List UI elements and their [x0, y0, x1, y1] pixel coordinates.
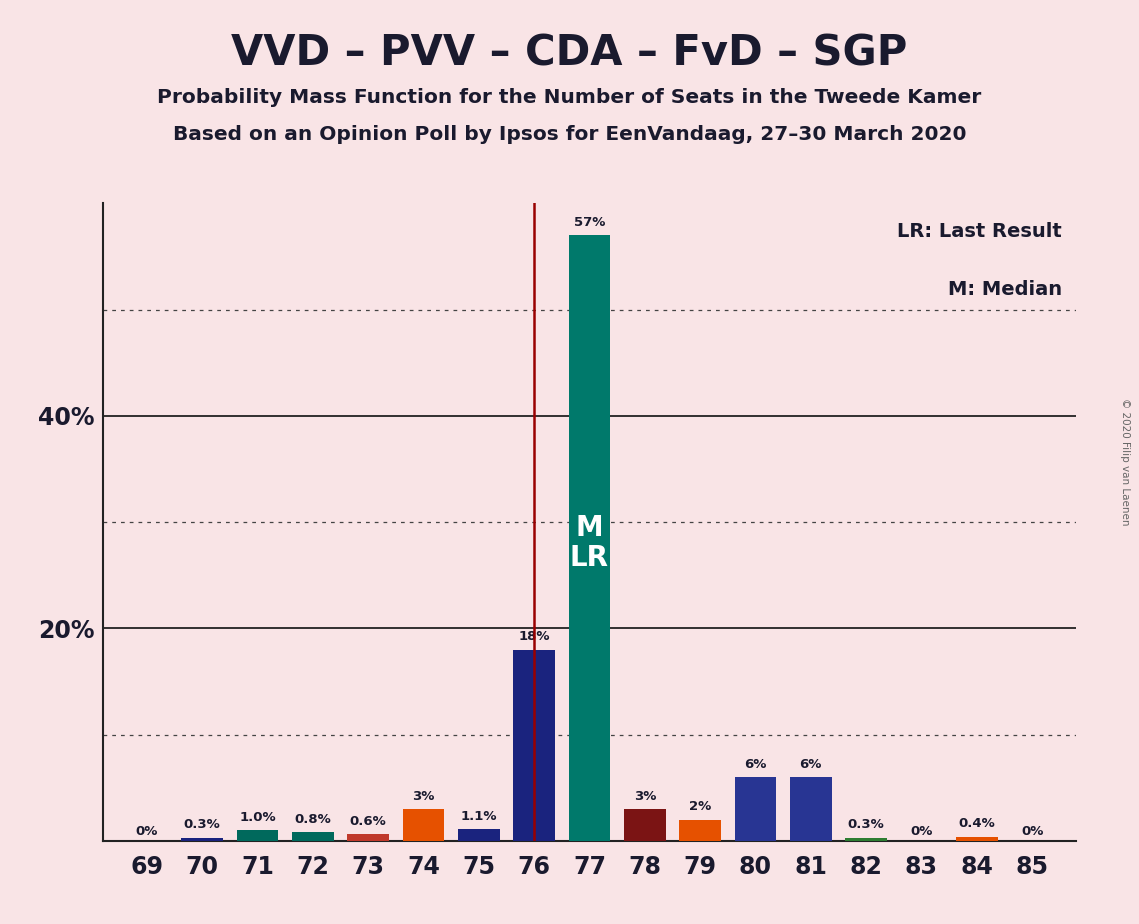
- Bar: [237, 830, 278, 841]
- Bar: [845, 838, 887, 841]
- Bar: [624, 809, 665, 841]
- Text: 18%: 18%: [518, 630, 550, 643]
- Bar: [735, 777, 776, 841]
- Bar: [568, 236, 611, 841]
- Bar: [458, 829, 500, 841]
- Text: LR: Last Result: LR: Last Result: [898, 223, 1062, 241]
- Bar: [347, 834, 388, 841]
- Text: 6%: 6%: [744, 758, 767, 771]
- Text: 0.4%: 0.4%: [958, 817, 995, 830]
- Bar: [790, 777, 831, 841]
- Text: 0.3%: 0.3%: [183, 819, 221, 832]
- Text: 1.0%: 1.0%: [239, 811, 276, 824]
- Text: M: Median: M: Median: [948, 280, 1062, 298]
- Bar: [514, 650, 555, 841]
- Text: 1.1%: 1.1%: [460, 809, 497, 822]
- Text: Based on an Opinion Poll by Ipsos for EenVandaag, 27–30 March 2020: Based on an Opinion Poll by Ipsos for Ee…: [173, 125, 966, 144]
- Bar: [292, 833, 334, 841]
- Text: 3%: 3%: [412, 790, 435, 803]
- Text: VVD – PVV – CDA – FvD – SGP: VVD – PVV – CDA – FvD – SGP: [231, 32, 908, 74]
- Bar: [403, 809, 444, 841]
- Bar: [679, 820, 721, 841]
- Text: 0%: 0%: [910, 824, 933, 838]
- Text: Probability Mass Function for the Number of Seats in the Tweede Kamer: Probability Mass Function for the Number…: [157, 88, 982, 107]
- Text: 6%: 6%: [800, 758, 822, 771]
- Text: © 2020 Filip van Laenen: © 2020 Filip van Laenen: [1121, 398, 1130, 526]
- Text: 0.8%: 0.8%: [294, 813, 331, 826]
- Text: 0.3%: 0.3%: [847, 819, 885, 832]
- Text: 3%: 3%: [633, 790, 656, 803]
- Text: 0%: 0%: [1021, 824, 1043, 838]
- Text: 0%: 0%: [136, 824, 158, 838]
- Text: M
LR: M LR: [570, 515, 609, 572]
- Text: 2%: 2%: [689, 800, 711, 813]
- Text: 0.6%: 0.6%: [350, 815, 386, 828]
- Bar: [181, 838, 223, 841]
- Bar: [956, 836, 998, 841]
- Text: 57%: 57%: [574, 216, 605, 229]
